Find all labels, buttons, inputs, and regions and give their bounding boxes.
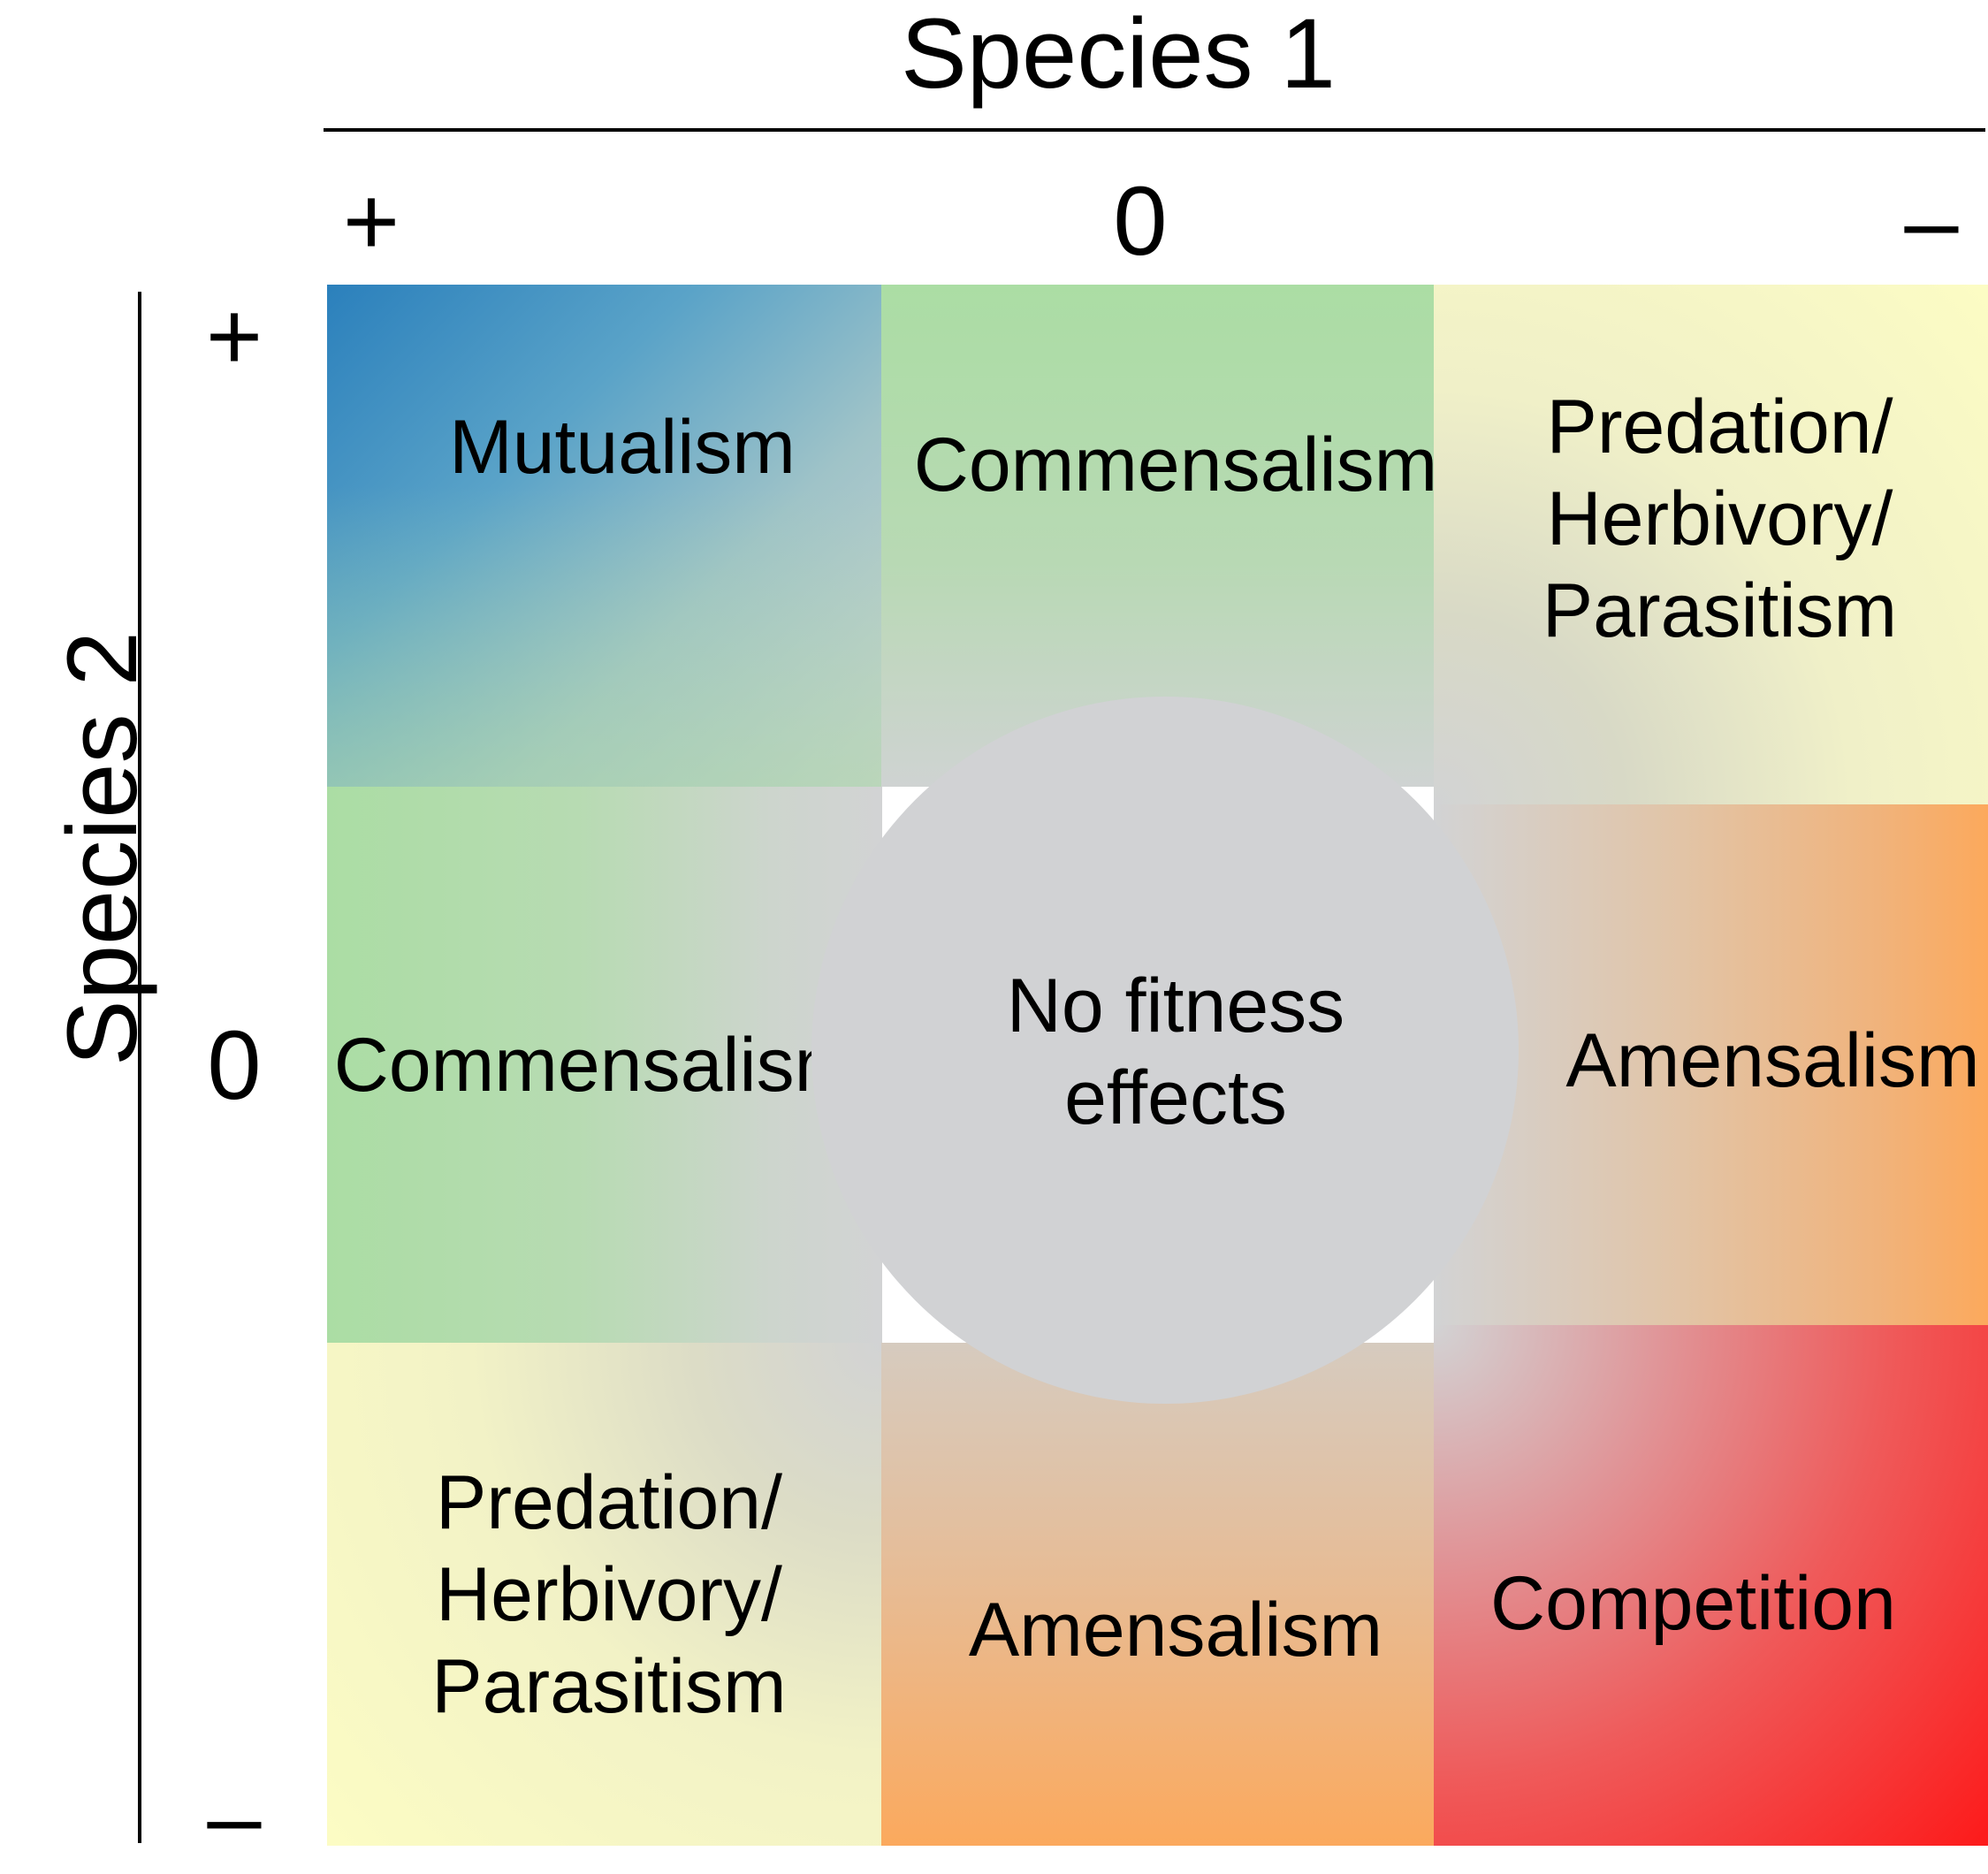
no-fitness-effects-circle <box>811 697 1519 1404</box>
cell-amensalism-right: Amensalism <box>1434 804 1988 1326</box>
species1-sign-zero: 0 <box>1113 166 1168 276</box>
cell-predation-top: Predation/ Herbivory/ Parasitism <box>1434 285 1988 806</box>
cell-competition: Competition <box>1434 1325 1988 1846</box>
species1-axis-rule <box>324 128 1985 132</box>
cell-predation-bottom-label: Predation/ Herbivory/ Parasitism <box>431 1459 787 1729</box>
cell-mutualism: Mutualism <box>327 285 882 787</box>
species2-sign-plus: + <box>205 281 263 391</box>
cell-predation-top-label: Predation/ Herbivory/ Parasitism <box>1542 385 1898 653</box>
no-fitness-effects-label: No fitness effects <box>1006 964 1345 1140</box>
cell-amensalism-bottom-label: Amensalism <box>968 1587 1383 1672</box>
cell-commensalism-left: Commensalism <box>327 787 882 1344</box>
cell-commensalism-top-label: Commensalism <box>913 423 1435 507</box>
cell-amensalism-bottom: Amensalism <box>881 1343 1435 1846</box>
species2-sign-zero: 0 <box>207 1010 262 1120</box>
species2-sign-minus: – <box>207 1762 262 1871</box>
cell-commensalism-left-label: Commensalism <box>333 1023 858 1108</box>
species1-sign-plus: + <box>342 166 400 276</box>
cell-predation-bottom: Predation/ Herbivory/ Parasitism <box>327 1343 882 1846</box>
cell-competition-label: Competition <box>1490 1560 1896 1646</box>
species1-sign-minus: – <box>1904 166 1959 276</box>
species2-axis-title: Species 2 <box>46 631 157 1066</box>
cell-mutualism-label: Mutualism <box>449 405 796 490</box>
species2-axis-rule <box>138 292 141 1843</box>
cell-amensalism-right-label: Amensalism <box>1565 1018 1980 1103</box>
species1-axis-title: Species 1 <box>901 0 1336 109</box>
